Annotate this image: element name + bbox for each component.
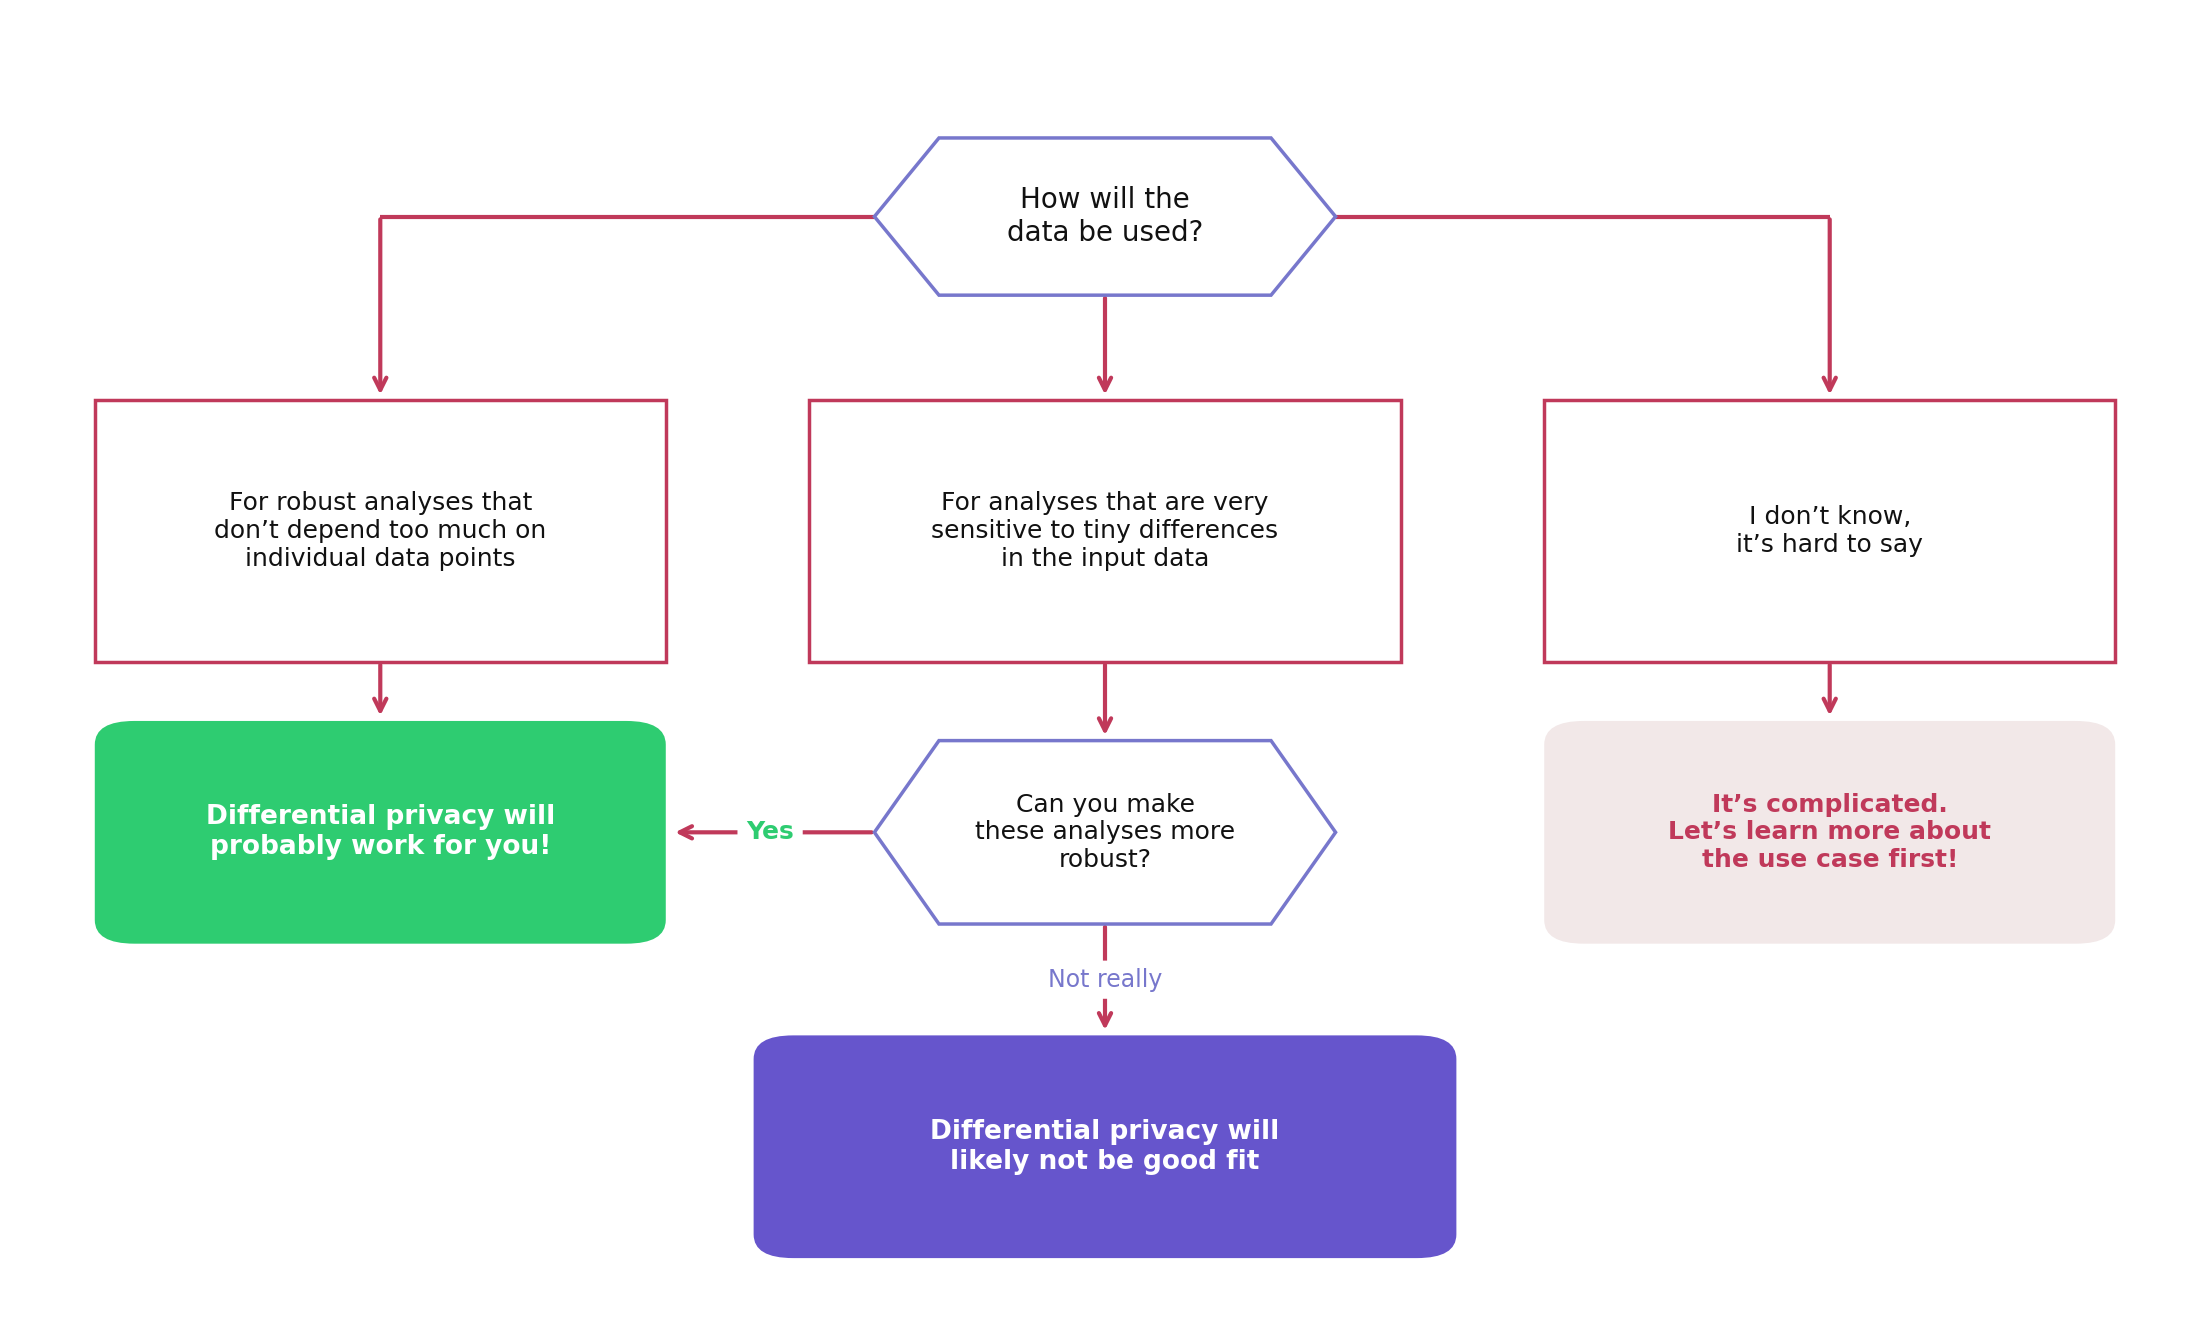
FancyBboxPatch shape — [754, 1035, 1456, 1258]
Bar — [95, 400, 665, 662]
Text: Differential privacy will
probably work for you!: Differential privacy will probably work … — [206, 804, 555, 861]
Text: Can you make
these analyses more
robust?: Can you make these analyses more robust? — [975, 793, 1235, 873]
FancyBboxPatch shape — [95, 722, 665, 944]
FancyBboxPatch shape — [1545, 722, 2115, 944]
Text: Yes: Yes — [747, 821, 793, 845]
Text: It’s complicated.
Let’s learn more about
the use case first!: It’s complicated. Let’s learn more about… — [1669, 793, 1991, 873]
Text: Not really: Not really — [1048, 968, 1162, 992]
Polygon shape — [875, 138, 1335, 295]
Text: For robust analyses that
don’t depend too much on
individual data points: For robust analyses that don’t depend to… — [214, 491, 546, 571]
Bar — [809, 400, 1401, 662]
Text: For analyses that are very
sensitive to tiny differences
in the input data: For analyses that are very sensitive to … — [930, 491, 1280, 571]
Bar — [1545, 400, 2115, 662]
Polygon shape — [875, 740, 1335, 924]
Text: How will the
data be used?: How will the data be used? — [1008, 187, 1202, 246]
Text: I don’t know,
it’s hard to say: I don’t know, it’s hard to say — [1737, 504, 1923, 557]
Text: Differential privacy will
likely not be good fit: Differential privacy will likely not be … — [930, 1119, 1280, 1174]
